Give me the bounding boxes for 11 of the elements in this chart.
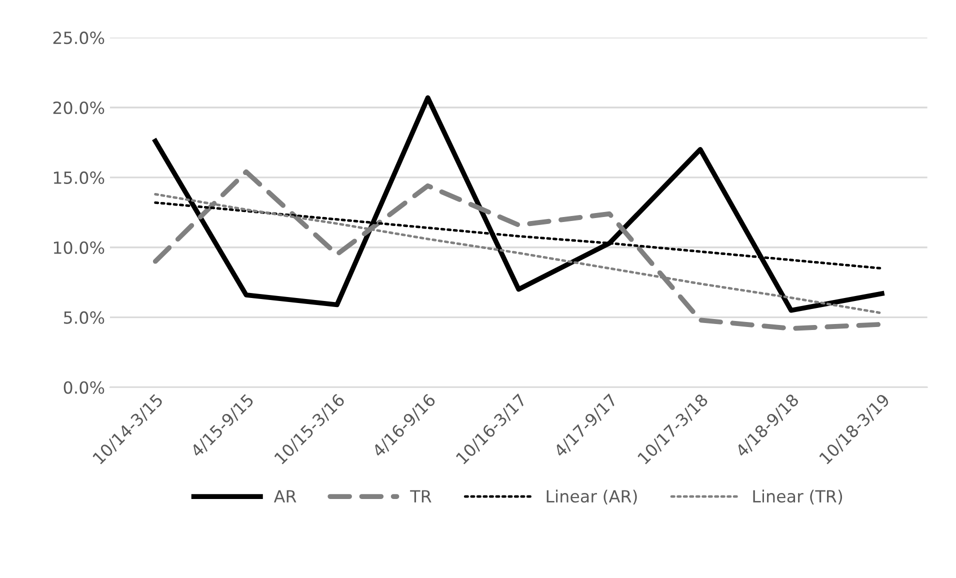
legend-label: AR bbox=[274, 490, 296, 502]
y-tick-label: 25.0% bbox=[53, 32, 104, 44]
line-series bbox=[152, 95, 884, 313]
y-tick-label: 10.0% bbox=[54, 241, 104, 254]
legend-label: TR bbox=[410, 490, 432, 502]
y-tick-label: 15.0% bbox=[54, 171, 104, 184]
legend-label: Linear (TR) bbox=[753, 490, 842, 505]
y-tick-label: 0.0% bbox=[64, 381, 104, 394]
legend-label: Linear (AR) bbox=[546, 490, 637, 505]
y-tick-label: 20.0% bbox=[53, 101, 104, 114]
y-tick-label: 5.0% bbox=[64, 311, 104, 324]
